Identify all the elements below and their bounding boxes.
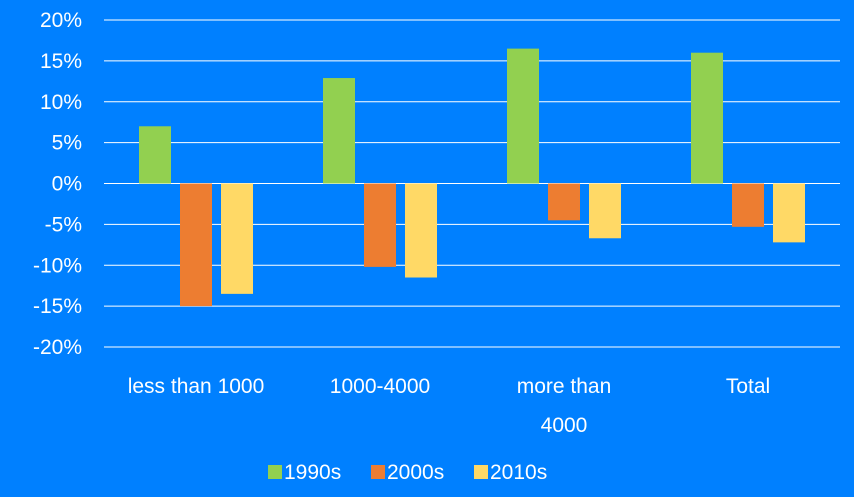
y-tick-label: 10% — [40, 91, 82, 114]
bar-2010s-0 — [221, 183, 253, 294]
bar-1990s-0 — [139, 126, 171, 184]
category-label-line: 1000-4000 — [330, 375, 430, 398]
category-label-line: 4000 — [541, 414, 588, 437]
bar-1990s-2 — [507, 48, 539, 184]
category-label-line: more than — [517, 375, 612, 398]
y-tick-label: -15% — [33, 295, 82, 318]
bar-2000s-0 — [180, 183, 212, 307]
y-axis-ticks: 20% 15% 10% 5% 0% -5% -10% -15% -20% — [33, 9, 82, 359]
y-tick-label: 15% — [40, 50, 82, 73]
legend: 1990s 2000s 2010s — [268, 461, 547, 484]
legend-label: 2010s — [490, 461, 547, 484]
category-label: Total — [726, 375, 770, 398]
bar-2010s-1 — [405, 183, 437, 278]
legend-swatch-2000s — [371, 465, 385, 479]
x-axis-categories: less than 1000 1000-4000 more than 4000 Tota… — [128, 375, 770, 437]
legend-swatch-2010s — [474, 465, 488, 479]
legend-label: 2000s — [387, 461, 444, 484]
bar-2000s-3 — [732, 183, 764, 227]
bar-1990s-3 — [691, 52, 723, 184]
legend-label: 1990s — [284, 461, 341, 484]
y-tick-label: 20% — [40, 9, 82, 32]
category-label: less than 1000 — [128, 375, 265, 398]
category-label-line: less than 1000 — [128, 375, 265, 398]
bar-1990s-1 — [323, 78, 355, 184]
bar-2000s-2 — [548, 183, 580, 221]
bar-2010s-2 — [589, 183, 621, 239]
category-label-line: Total — [726, 375, 770, 398]
category-label: more than 4000 — [517, 375, 612, 437]
y-tick-label: 0% — [52, 173, 82, 196]
gridlines — [104, 19, 840, 348]
y-tick-label: -5% — [45, 213, 82, 236]
bar-2000s-1 — [364, 183, 396, 267]
legend-swatch-1990s — [268, 465, 282, 479]
category-label: 1000-4000 — [330, 375, 430, 398]
y-tick-label: -20% — [33, 336, 82, 359]
y-tick-label: 5% — [52, 132, 82, 155]
bars — [139, 48, 805, 307]
bar-2010s-3 — [773, 183, 805, 243]
y-tick-label: -10% — [33, 254, 82, 277]
